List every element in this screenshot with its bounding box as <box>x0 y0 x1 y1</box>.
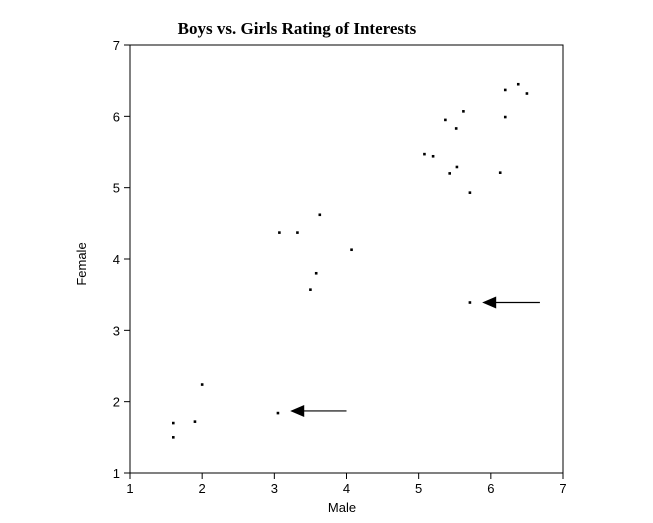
data-point <box>193 420 197 423</box>
chart-title: Boys vs. Girls Rating of Interests <box>178 19 417 38</box>
data-point <box>431 154 435 158</box>
y-tick-label: 2 <box>113 395 120 410</box>
data-point <box>350 248 353 252</box>
data-point <box>462 110 465 113</box>
data-point <box>318 213 322 217</box>
data-point <box>503 115 507 119</box>
data-point <box>276 411 280 415</box>
data-point <box>314 271 318 275</box>
data-point <box>172 421 175 425</box>
x-axis-label: Male <box>328 500 356 515</box>
x-tick-label: 4 <box>343 481 350 496</box>
x-tick-label: 5 <box>415 481 422 496</box>
plot-frame <box>129 44 564 474</box>
data-point <box>309 288 312 291</box>
y-tick-label: 5 <box>113 181 120 196</box>
y-axis-label: Female <box>74 242 89 285</box>
data-point <box>278 231 281 234</box>
y-tick-label: 1 <box>113 466 120 481</box>
y-tick-label: 3 <box>113 323 120 338</box>
y-tick-label: 6 <box>113 109 120 124</box>
x-tick-label: 3 <box>271 481 278 496</box>
x-tick-label: 1 <box>126 481 133 496</box>
arrow-head <box>482 296 497 309</box>
data-point <box>468 191 472 194</box>
data-point <box>516 82 520 86</box>
data-point <box>454 127 458 130</box>
x-tick-label: 7 <box>559 481 566 496</box>
annotation-arrow <box>482 296 540 309</box>
data-point <box>498 171 502 174</box>
data-points <box>172 82 529 439</box>
annotation-arrows <box>290 296 540 417</box>
x-tick-label: 6 <box>487 481 494 496</box>
y-tick-label: 7 <box>113 38 120 53</box>
data-point <box>455 165 459 169</box>
data-point <box>503 88 507 92</box>
data-point <box>200 383 204 386</box>
data-point <box>296 231 299 234</box>
x-tick-label: 2 <box>199 481 206 496</box>
data-point <box>172 436 175 439</box>
arrow-head <box>290 404 305 417</box>
data-point <box>525 92 529 95</box>
data-point <box>468 301 472 304</box>
y-tick-label: 4 <box>113 252 120 267</box>
axis-ticks: 1 2 3 4 5 6 7 1 2 3 4 5 6 7 <box>113 38 567 496</box>
data-point <box>448 172 451 175</box>
data-point <box>423 152 426 156</box>
annotation-arrow <box>290 404 347 417</box>
data-point <box>444 118 447 122</box>
